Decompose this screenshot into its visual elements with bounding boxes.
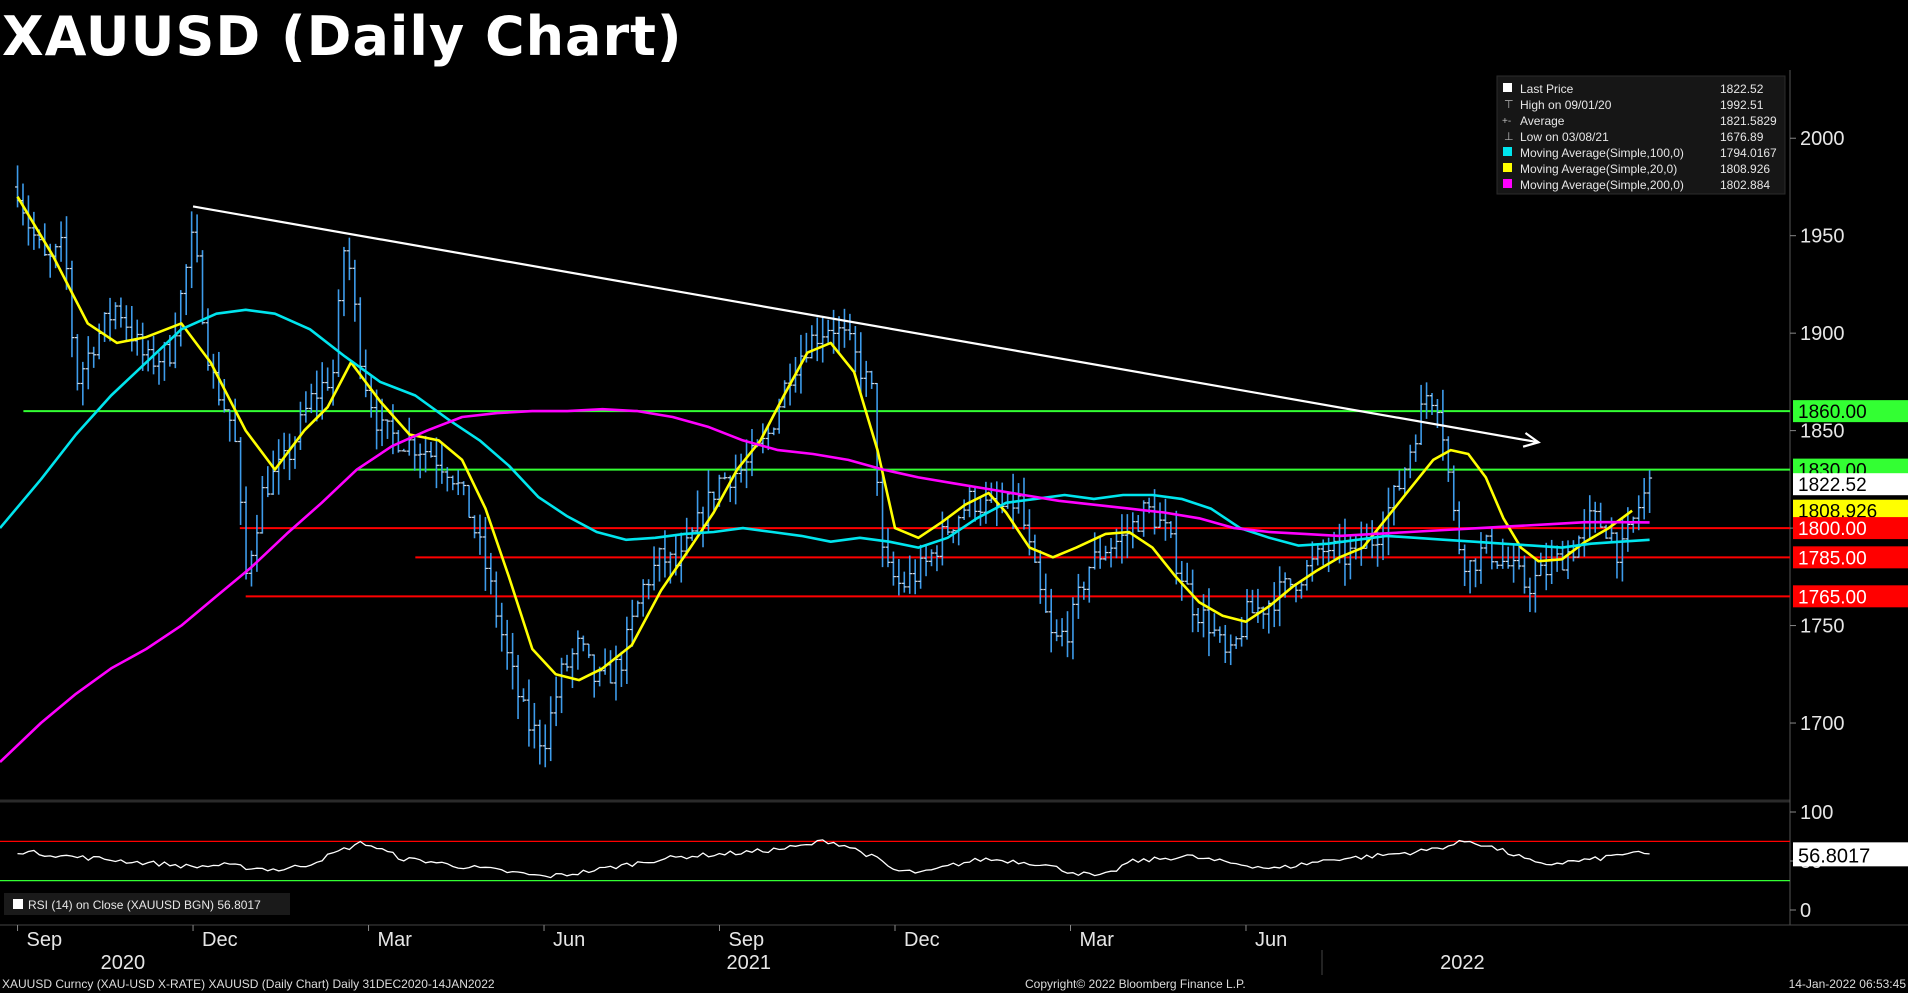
price-tag-bg bbox=[1793, 499, 1908, 522]
x-month-label: Mar bbox=[378, 929, 413, 951]
legend-swatch-icon bbox=[1503, 83, 1512, 92]
x-month-label: Jun bbox=[1255, 929, 1287, 951]
price-bars bbox=[15, 165, 1653, 768]
moving-average-20-line bbox=[16, 196, 1633, 682]
rsi-legend-bg bbox=[4, 893, 290, 915]
legend-low-icon: ⊥ bbox=[1504, 131, 1514, 143]
legend-value: 1992.51 bbox=[1720, 98, 1764, 112]
x-year-label: 2022 bbox=[1440, 952, 1485, 974]
price-tags: 1860.001830.001822.521808.9261800.001785… bbox=[1793, 400, 1908, 608]
x-month-label: Sep bbox=[27, 929, 63, 951]
legend-label: Average bbox=[1520, 114, 1565, 128]
price-tag-bg bbox=[1793, 585, 1908, 608]
footer-center: Copyright© 2022 Bloomberg Finance L.P. bbox=[1025, 977, 1246, 991]
legend-value: 1802.884 bbox=[1720, 178, 1770, 192]
legend-label: Last Price bbox=[1520, 82, 1574, 96]
x-month-label: Sep bbox=[729, 929, 765, 951]
y-tick-label: 1850 bbox=[1800, 421, 1845, 443]
footer: XAUUSD Curncy (XAU-USD X-RATE) XAUUSD (D… bbox=[2, 977, 1906, 991]
rsi-value-tag-bg bbox=[1793, 842, 1908, 867]
rsi-legend-label: RSI (14) on Close (XAUUSD BGN) 56.8017 bbox=[28, 898, 261, 912]
x-month-label: Dec bbox=[904, 929, 940, 951]
y-tick-label: 1750 bbox=[1800, 616, 1845, 638]
legend-value: 1822.52 bbox=[1720, 82, 1764, 96]
y-tick-label: 1950 bbox=[1800, 226, 1845, 248]
price-tag-label: 1800.00 bbox=[1798, 519, 1867, 540]
y-tick-label: 1700 bbox=[1800, 713, 1845, 735]
price-tag-label: 1860.00 bbox=[1798, 402, 1867, 423]
legend-value: 1821.5829 bbox=[1720, 114, 1777, 128]
rsi-tick-label: 100 bbox=[1800, 802, 1833, 824]
chart-frame bbox=[0, 70, 1908, 975]
chart-title: XAUUSD (Daily Chart) bbox=[2, 5, 683, 68]
trendline-arrowhead bbox=[1522, 432, 1541, 448]
moving-averages bbox=[0, 196, 1650, 763]
price-tag-label: 1765.00 bbox=[1798, 587, 1867, 608]
trendline bbox=[192, 205, 1539, 444]
legend-label: Low on 03/08/21 bbox=[1520, 130, 1609, 144]
legend-value: 1808.926 bbox=[1720, 162, 1770, 176]
y-tick-label: 2000 bbox=[1800, 128, 1845, 150]
rsi-line bbox=[17, 839, 1650, 879]
y-tick-label: 1900 bbox=[1800, 323, 1845, 345]
moving-average-200-line bbox=[0, 407, 1650, 763]
price-tag-bg bbox=[1793, 400, 1908, 423]
price-tag-bg bbox=[1793, 473, 1908, 496]
legend-label: Moving Average(Simple,200,0) bbox=[1520, 178, 1684, 192]
legend-background bbox=[1496, 75, 1786, 195]
rsi-value-tag: 56.8017 bbox=[1798, 845, 1870, 867]
legend-label: Moving Average(Simple,20,0) bbox=[1520, 162, 1677, 176]
price-axis: 1700175018001850190019502000 bbox=[1790, 128, 1845, 735]
legend-label: Moving Average(Simple,100,0) bbox=[1520, 146, 1684, 160]
footer-left: XAUUSD Curncy (XAU-USD X-RATE) XAUUSD (D… bbox=[2, 977, 495, 991]
legend-value: 1794.0167 bbox=[1720, 146, 1777, 160]
legend-swatch-icon bbox=[1503, 179, 1512, 188]
legend-average-icon: +- bbox=[1502, 116, 1511, 127]
footer-right: 14-Jan-2022 06:53:45 bbox=[1789, 977, 1907, 991]
rsi-tick-label: 0 bbox=[1800, 900, 1811, 922]
legend-swatch-icon bbox=[1503, 163, 1512, 172]
x-month-label: Dec bbox=[202, 929, 238, 951]
moving-average-100-line bbox=[0, 308, 1650, 549]
x-year-label: 2021 bbox=[727, 952, 772, 974]
price-tag-label: 1822.52 bbox=[1798, 475, 1867, 496]
price-tag-bg bbox=[1793, 546, 1908, 569]
x-month-label: Mar bbox=[1079, 929, 1114, 951]
legend-label: High on 09/01/20 bbox=[1520, 98, 1612, 112]
x-month-label: Jun bbox=[553, 929, 585, 951]
trendline-group bbox=[192, 205, 1541, 448]
rsi-legend-swatch bbox=[13, 899, 23, 909]
legend-high-icon: ⊤ bbox=[1504, 99, 1514, 111]
x-year-label: 2020 bbox=[101, 952, 146, 974]
time-axis: Sep Dec Mar Jun Sep Dec Mar Jun 2020 2021 2022 bbox=[17, 925, 1485, 974]
legend-value: 1676.89 bbox=[1720, 130, 1764, 144]
price-tag-bg bbox=[1793, 517, 1908, 540]
support-resistance-levels bbox=[23, 410, 1790, 598]
legend-swatch-icon bbox=[1503, 147, 1512, 156]
price-tag-label: 1785.00 bbox=[1798, 548, 1867, 569]
legend-box: Last Price 1822.52 ⊤ High on 09/01/20 1992.5… bbox=[1496, 75, 1786, 195]
